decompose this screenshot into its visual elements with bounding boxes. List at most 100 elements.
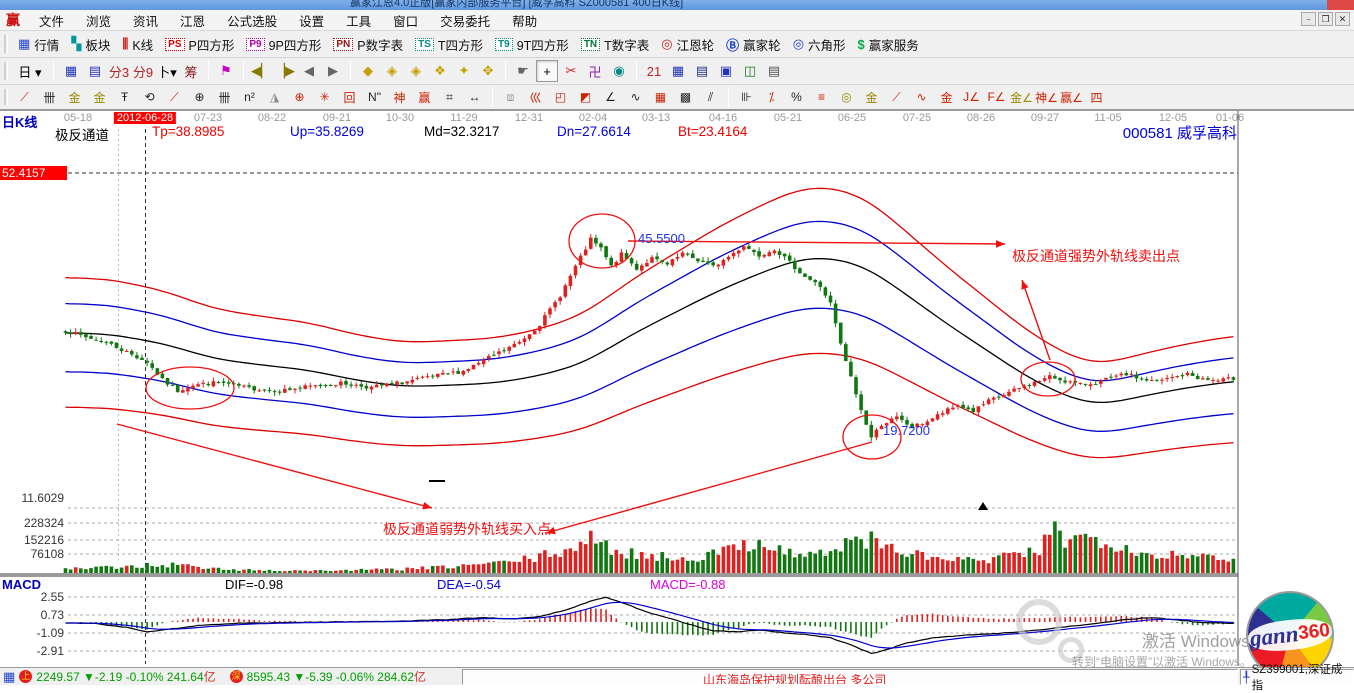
shenzhen-index-icon[interactable]: 深: [229, 670, 243, 683]
width-arrows-icon[interactable]: ↔: [468, 90, 481, 104]
chips-icon[interactable]: 筹: [184, 64, 198, 80]
gann-diamond-4-icon[interactable]: ❖: [434, 63, 446, 78]
ying-comb-icon[interactable]: 赢: [418, 90, 431, 105]
first-page-icon[interactable]: ◀▏: [251, 63, 271, 78]
f10-info-icon[interactable]: ▤: [88, 63, 102, 78]
notes-icon[interactable]: ▤: [695, 63, 709, 78]
pen-flag-icon[interactable]: ⟋: [892, 89, 901, 104]
toolbar-grip[interactable]: [4, 88, 8, 106]
j-angle-icon[interactable]: J∠: [963, 90, 980, 104]
menu-news[interactable]: 资讯: [133, 14, 159, 29]
ying-angle-icon[interactable]: 赢∠: [1060, 90, 1083, 105]
toolbar-grip[interactable]: [4, 61, 8, 81]
gann-diamond-3-icon[interactable]: ◈: [411, 63, 421, 78]
knife-tool-icon[interactable]: ⟋: [20, 89, 29, 104]
quotes-button[interactable]: ▦ 行情: [12, 33, 65, 56]
close-button[interactable]: [1327, 0, 1354, 10]
percent-icon[interactable]: %: [791, 90, 802, 104]
circle3-icon[interactable]: ⊕: [194, 90, 205, 104]
print-icon[interactable]: ▤: [767, 63, 781, 78]
save-icon[interactable]: ▣: [719, 63, 733, 78]
box-select-icon[interactable]: ⧈: [506, 89, 515, 104]
parallel-lines-icon[interactable]: ⫽: [707, 89, 714, 104]
calendar-icon[interactable]: 21: [646, 63, 662, 79]
minute3-chart-icon[interactable]: 分3: [108, 64, 130, 80]
quote-grid-icon[interactable]: ▦: [3, 668, 16, 684]
t9-square-button[interactable]: T9 9T四方形: [489, 33, 575, 56]
close-window-button[interactable]: ✕: [1335, 12, 1350, 26]
kline-button[interactable]: ⫼ K线: [116, 33, 159, 56]
angle-lines-icon[interactable]: ∠: [605, 90, 616, 104]
gold-angle-icon[interactable]: 金∠: [1010, 90, 1033, 105]
candle-style-dropdown[interactable]: 卜▾: [157, 64, 177, 80]
si-tool-icon[interactable]: 四: [1090, 90, 1103, 105]
crosshair-tool-icon[interactable]: +: [536, 60, 558, 82]
hand-tool-icon[interactable]: ☛: [517, 63, 529, 78]
gold-red-icon[interactable]: 金: [940, 90, 953, 105]
fan-lines-icon[interactable]: 巛: [529, 90, 542, 105]
f-angle-icon[interactable]: F∠: [987, 90, 1006, 104]
gold-comb2-icon[interactable]: 金: [93, 90, 106, 105]
knife-comb-icon[interactable]: ⟋: [170, 89, 179, 104]
grid123-icon[interactable]: ⌗: [446, 89, 453, 104]
calculator-icon[interactable]: ▦: [671, 63, 685, 78]
p9-square-button[interactable]: P9 9P四方形: [240, 33, 327, 56]
menu-help[interactable]: 帮助: [512, 14, 538, 29]
gann-diamond-5-icon[interactable]: ✦: [458, 63, 470, 78]
period-day-dropdown[interactable]: 日 ▾: [18, 64, 42, 80]
target-cross-icon[interactable]: ⊕: [294, 90, 305, 104]
restore-button[interactable]: ❐: [1318, 12, 1333, 26]
angle-ruler-icon[interactable]: ◮: [269, 90, 280, 104]
knot-tool-icon[interactable]: 卍: [588, 64, 602, 80]
scale-icon[interactable]: ⊪: [741, 90, 752, 104]
menu-file[interactable]: 文件: [39, 14, 65, 29]
chart-background[interactable]: [0, 110, 1354, 667]
brain-tool-icon[interactable]: ◉: [613, 63, 625, 78]
winner-wheel-button[interactable]: Ⓑ 赢家轮: [720, 33, 787, 56]
gann-diamond-1-icon[interactable]: ◆: [363, 63, 373, 78]
chart-layout-icon[interactable]: ▦: [64, 63, 78, 78]
percent-lines-icon[interactable]: ≡: [817, 90, 825, 104]
gann-diamond-2-icon[interactable]: ◈: [387, 63, 397, 78]
n-square-icon[interactable]: n²: [244, 90, 255, 104]
menu-tools[interactable]: 工具: [346, 14, 372, 29]
menu-trade[interactable]: 交易委托: [440, 14, 491, 29]
indicator-flag-icon[interactable]: ⚑: [220, 63, 232, 78]
t-square-button[interactable]: TS T四方形: [409, 33, 489, 56]
shanghai-index-icon[interactable]: 上: [19, 670, 33, 683]
menu-settings[interactable]: 设置: [299, 14, 325, 29]
strike-percent-icon[interactable]: ⁒: [768, 90, 775, 104]
comb-tool-icon[interactable]: 卌: [43, 90, 56, 105]
shen-comb-icon[interactable]: 神: [393, 90, 406, 105]
gann-wheel-button[interactable]: ◎ 江恩轮: [655, 33, 720, 56]
page-prev-icon[interactable]: ◀: [304, 63, 314, 78]
a-wave-icon[interactable]: ∿: [916, 90, 927, 104]
eta-marks-icon[interactable]: Ν": [368, 90, 381, 104]
title-bar[interactable]: 赢家江恩4.0正版[赢家内部服务平台] [威孚高科 SZ000581 400日K…: [0, 0, 1354, 10]
gold-bars-icon[interactable]: 金: [865, 90, 878, 105]
news-ticker[interactable]: 山东海岛保护规划酝酿出台 多公司: [462, 669, 1238, 685]
last-page-icon[interactable]: ▕▶: [275, 63, 295, 78]
p-number-button[interactable]: PN P数字表: [327, 33, 409, 56]
t-number-button[interactable]: TN T数字表: [575, 33, 655, 56]
f-comb-icon[interactable]: Ŧ: [120, 90, 129, 104]
spiral5-icon[interactable]: ⟲: [144, 90, 155, 104]
toolbar-grip[interactable]: [4, 34, 8, 54]
star-grid-icon[interactable]: ✳: [319, 90, 330, 104]
fan-box-icon[interactable]: ◰: [554, 90, 567, 104]
winner-service-button[interactable]: $ 赢家服务: [852, 33, 925, 56]
gold-ring-icon[interactable]: ◎: [841, 90, 852, 104]
grid-red-icon[interactable]: ▦: [654, 90, 667, 104]
box-diagonal-icon[interactable]: ◩: [579, 90, 592, 104]
shen-angle-icon[interactable]: 神∠: [1035, 90, 1058, 105]
gold-comb-icon[interactable]: 金: [68, 90, 81, 105]
page-next-icon[interactable]: ▶: [328, 63, 338, 78]
menu-formula-stockpick[interactable]: 公式选股: [227, 14, 278, 29]
export-icon[interactable]: ◫: [743, 63, 757, 78]
sectors-button[interactable]: ▚ 板块: [65, 33, 116, 56]
square-spiral-icon[interactable]: 回: [343, 90, 356, 105]
menu-browse[interactable]: 浏览: [86, 14, 112, 29]
comb2-icon[interactable]: 卌: [218, 90, 231, 105]
menu-gann[interactable]: 江恩: [180, 14, 206, 29]
menu-window[interactable]: 窗口: [393, 14, 419, 29]
